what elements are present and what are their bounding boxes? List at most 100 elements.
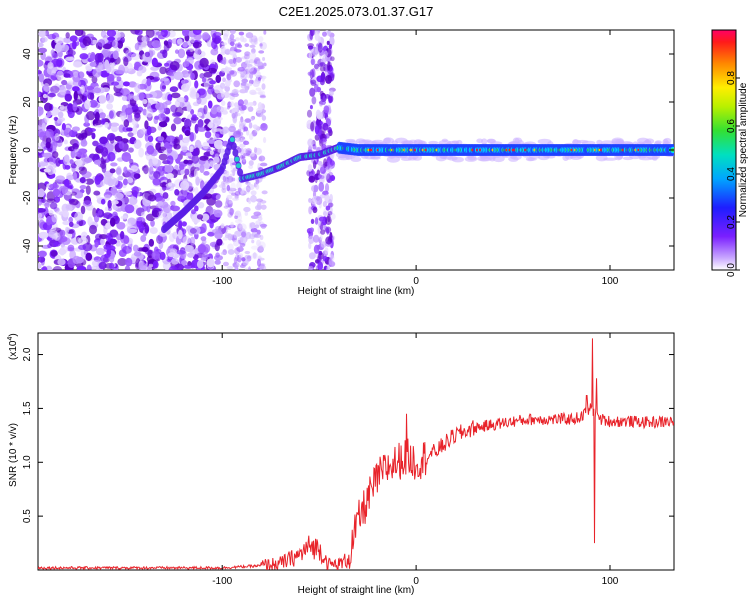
noise-blob <box>49 202 58 210</box>
noise-blob <box>310 121 315 132</box>
noise-blob <box>253 125 260 133</box>
noise-blob <box>249 71 254 80</box>
noise-blob <box>323 211 328 217</box>
noise-blob <box>229 40 235 47</box>
noise-blob <box>258 50 265 54</box>
noise-blob <box>72 171 77 181</box>
noise-blob <box>140 234 147 242</box>
noise-blob <box>194 186 199 196</box>
noise-blob <box>207 86 215 95</box>
noise-blob <box>91 259 101 267</box>
noise-blob <box>240 116 244 123</box>
noise-blob <box>197 126 207 132</box>
noise-blob <box>214 242 220 252</box>
noise-blob <box>156 210 167 218</box>
noise-blob <box>103 174 112 185</box>
noise-blob <box>214 259 221 265</box>
noise-blob <box>105 222 112 230</box>
noise-blob <box>127 228 138 234</box>
noise-blob <box>181 145 188 153</box>
noise-blob <box>235 37 241 41</box>
noise-blob <box>345 138 356 143</box>
noise-blob <box>38 207 46 213</box>
colorbar-label: Normalized spectral amplitude <box>738 82 749 217</box>
noise-blob <box>307 164 313 172</box>
noise-blob <box>224 170 230 176</box>
noise-blob <box>138 223 145 232</box>
noise-blob <box>113 91 123 97</box>
noise-blob <box>260 263 266 267</box>
noise-blob <box>93 119 103 126</box>
noise-blob <box>173 138 179 144</box>
top-x-tick-label: -100 <box>212 276 232 287</box>
noise-blob <box>158 146 167 151</box>
noise-blob <box>263 62 267 67</box>
noise-blob <box>253 233 261 239</box>
bottom-x-tick-label: -100 <box>212 576 232 587</box>
noise-blob <box>223 30 230 37</box>
noise-blob <box>213 156 220 164</box>
top-y-axis-label: Frequency (Hz) <box>8 116 19 185</box>
noise-blob <box>311 96 317 105</box>
noise-blob <box>78 166 85 171</box>
noise-blob <box>244 211 249 216</box>
noise-blob <box>249 44 256 48</box>
noise-blob <box>178 134 183 141</box>
noise-blob <box>158 153 168 161</box>
noise-blob <box>230 101 235 108</box>
noise-blob <box>117 40 124 49</box>
noise-blob <box>189 91 200 100</box>
noise-blob <box>315 196 323 206</box>
noise-blob <box>260 75 267 80</box>
noise-blob <box>148 238 155 247</box>
noise-blob <box>309 69 315 80</box>
top-y-tick-label: 20 <box>22 96 33 108</box>
noise-blob <box>132 244 139 252</box>
noise-blob <box>229 207 234 216</box>
noise-blob <box>157 113 167 122</box>
signal-core <box>229 137 235 143</box>
noise-blob <box>255 198 264 203</box>
noise-blob <box>217 148 226 154</box>
noise-blob <box>182 41 188 48</box>
noise-blob <box>256 258 262 267</box>
noise-blob <box>329 90 334 97</box>
noise-blob <box>192 41 202 49</box>
noise-blob <box>263 30 267 35</box>
noise-blob <box>172 231 178 240</box>
noise-blob <box>151 57 158 67</box>
noise-blob <box>326 265 331 270</box>
noise-blob <box>43 83 50 92</box>
noise-blob <box>57 111 64 119</box>
noise-blob <box>119 230 125 240</box>
noise-blob <box>238 31 245 36</box>
noise-blob <box>329 206 333 215</box>
noise-blob <box>186 252 195 258</box>
noise-blob <box>144 120 149 130</box>
noise-blob <box>115 167 122 175</box>
noise-blob <box>221 107 228 112</box>
noise-blob <box>190 109 195 115</box>
noise-blob <box>132 109 142 115</box>
noise-blob <box>46 198 56 203</box>
y-scale-exponent: 4 <box>7 337 14 341</box>
noise-blob <box>103 244 112 250</box>
noise-blob <box>63 127 73 138</box>
noise-blob <box>152 157 159 165</box>
noise-blob <box>112 39 119 49</box>
noise-blob <box>222 175 227 183</box>
noise-blob <box>258 36 264 43</box>
noise-blob <box>144 190 155 201</box>
noise-blob <box>99 136 108 145</box>
noise-blob <box>128 147 134 153</box>
noise-blob <box>38 91 41 98</box>
noise-blob <box>64 178 70 188</box>
noise-blob <box>190 72 195 81</box>
noise-blob <box>189 249 196 254</box>
noise-blob <box>322 158 328 169</box>
bottom-axes: -100 0 100 0.5 1.0 1.5 2.0 <box>22 333 674 587</box>
noise-blob <box>146 78 152 87</box>
noise-blob <box>231 89 239 95</box>
noise-blob <box>94 241 99 248</box>
noise-blob <box>117 257 127 267</box>
